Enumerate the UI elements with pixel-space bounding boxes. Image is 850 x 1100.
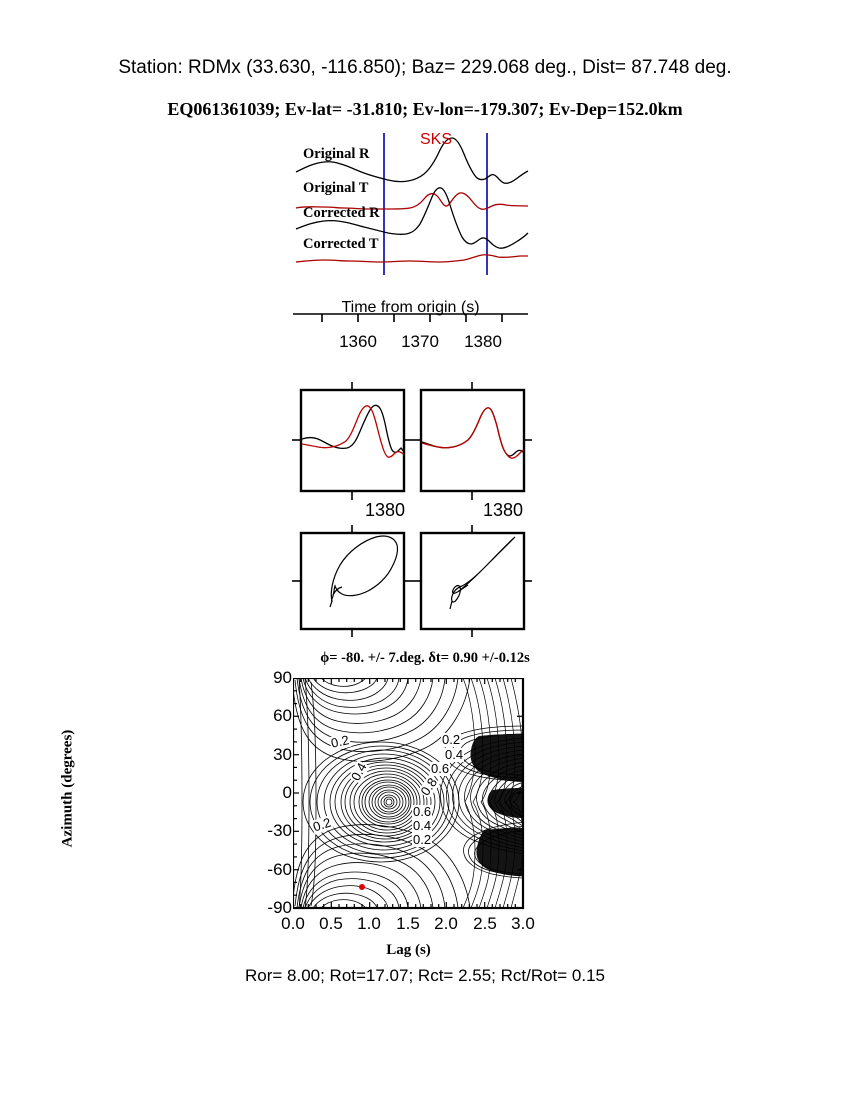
lag-tick-1.5: 1.5: [396, 914, 420, 933]
fast-slow-box-corrected: [412, 382, 532, 500]
azimuth-axis-label: Azimuth (degrees): [59, 729, 76, 848]
trace-label-corrected-r: Corrected R: [303, 205, 380, 221]
azimuth-tick-90: 90: [273, 668, 292, 687]
contour-label-0.2-upper-right: 0.2: [441, 732, 462, 747]
contour-plot-svg: [293, 678, 525, 910]
waveform-stack-svg: [295, 133, 529, 275]
contour-plot: [293, 678, 525, 910]
trace-original-r: [295, 137, 529, 184]
contour-y-ticks: [293, 678, 523, 909]
azimuth-tick-0: 0: [282, 783, 292, 802]
lag-tick-0.0: 0.0: [281, 914, 305, 933]
azimuth-tick-neg60: -60: [267, 860, 292, 879]
time-tick-1370: 1370: [401, 332, 439, 351]
quality-metrics-footer: Ror= 8.00; Rot=17.07; Rct= 2.55; Rct/Rot…: [244, 966, 606, 985]
contour-label-0.4-upper-right: 0.4: [444, 747, 465, 762]
contour-label-0.6-lower: 0.6: [412, 804, 433, 819]
station-header-line: Station: RDMx (33.630, -116.850); Baz= 2…: [118, 57, 732, 78]
particle-motion-box-corrected: [412, 525, 532, 637]
time-axis: [280, 308, 540, 330]
contour-x-ticks: [293, 678, 524, 908]
time-axis-title: Time from origin (s): [341, 299, 480, 316]
trace-corrected-r: [295, 187, 529, 249]
fastslow-left-red: [301, 405, 405, 458]
lag-tick-3.0: 3.0: [511, 914, 535, 933]
particle-motion-tail-corrected: [449, 584, 469, 610]
azimuth-tick-neg30: -30: [267, 821, 292, 840]
lag-tick-2.5: 2.5: [473, 914, 497, 933]
contour-dense-fill: [470, 734, 523, 876]
particle-motion-path-corrected: [451, 536, 516, 603]
fast-slow-box-uncorrected: [292, 382, 412, 500]
fastslow-left-black: [301, 404, 405, 454]
event-header-line: EQ061361039; Ev-lat= -31.810; Ev-lon=-17…: [167, 99, 683, 119]
azimuth-tick-neg90: -90: [267, 898, 292, 917]
azimuth-tick-30: 30: [273, 745, 292, 764]
time-tick-1380: 1380: [464, 332, 502, 351]
lag-tick-2.0: 2.0: [434, 914, 458, 933]
contour-label-0.2-lower: 0.2: [412, 832, 433, 847]
contour-label-0.4-lower: 0.4: [412, 818, 433, 833]
particle-motion-path-uncorrected: [330, 535, 399, 602]
trace-label-original-t: Original T: [303, 180, 369, 196]
particle-motion-box-uncorrected: [292, 525, 412, 637]
time-tick-1360: 1360: [339, 332, 377, 351]
particle-motion-tail-uncorrected: [329, 586, 343, 608]
sks-phase-label: SKS: [420, 131, 453, 148]
trace-label-corrected-t: Corrected T: [303, 236, 379, 252]
lag-axis-label: Lag (s): [386, 942, 431, 958]
trace-corrected-t: [295, 254, 528, 263]
trace-label-original-r: Original R: [303, 146, 370, 162]
waveform-stack-panel: [280, 125, 540, 275]
fastslow-right-tick-1380: 1380: [482, 500, 524, 520]
contour-frame: [293, 678, 525, 910]
trace-original-t: [295, 192, 529, 210]
azimuth-tick-60: 60: [273, 706, 292, 725]
fastslow-left-tick-1380: 1380: [364, 500, 406, 520]
contour-label-0.6-upper-right: 0.6: [430, 761, 451, 776]
solution-marker-dot[interactable]: [359, 884, 365, 890]
fastslow-right-red: [421, 407, 525, 459]
contour-panel-title: ϕ= -80. +/- 7.deg. δt= 0.90 +/-0.12s: [320, 650, 530, 666]
lag-tick-1.0: 1.0: [357, 914, 381, 933]
lag-tick-0.5: 0.5: [319, 914, 343, 933]
